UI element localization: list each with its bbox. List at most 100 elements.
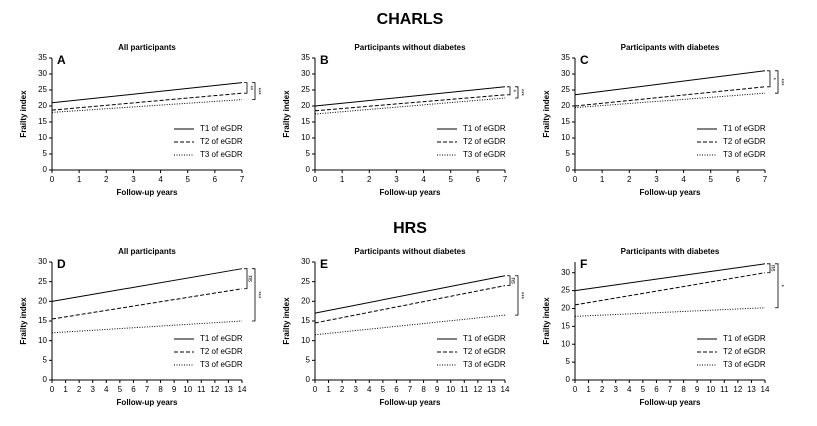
y-tick-label: 30: [301, 69, 310, 78]
y-axis-label: Frailty index: [542, 297, 551, 345]
x-tick-label: 1: [77, 175, 82, 184]
x-tick-label: 4: [627, 385, 632, 394]
x-tick-label: 9: [172, 385, 177, 394]
panel-label: A: [57, 53, 66, 67]
x-axis-label: Follow-up years: [380, 398, 441, 407]
series-line: [574, 86, 766, 107]
significance-bracket: [515, 275, 519, 316]
x-tick-label: 7: [503, 175, 508, 184]
y-tick-label: 5: [566, 149, 571, 158]
x-tick-label: 7: [763, 175, 768, 184]
y-tick-label: 25: [301, 85, 310, 94]
series-line: [51, 92, 243, 111]
y-tick-label: 25: [38, 277, 47, 286]
x-tick-label: 3: [613, 385, 618, 394]
y-tick-label: 20: [561, 101, 570, 110]
x-tick-label: 3: [654, 175, 659, 184]
significance-bracket: [515, 86, 519, 99]
series-line: [314, 314, 506, 336]
series-line: [314, 86, 506, 107]
x-tick-label: 7: [145, 385, 150, 394]
significance-bracket: [507, 275, 511, 286]
x-tick-label: 8: [421, 385, 426, 394]
y-tick-label: 5: [43, 149, 48, 158]
x-tick-label: 11: [460, 385, 469, 394]
chart-title: All participants: [118, 247, 176, 256]
y-tick-label: 25: [301, 277, 310, 286]
y-tick-label: 15: [38, 117, 47, 126]
x-tick-label: 6: [213, 175, 218, 184]
significance-bracket: [252, 268, 256, 322]
y-tick-label: 35: [561, 53, 570, 62]
y-tick-label: 25: [561, 85, 570, 94]
x-tick-label: 14: [761, 385, 770, 394]
x-axis-label: Follow-up years: [640, 398, 701, 407]
x-axis-label: Follow-up years: [380, 188, 441, 197]
x-tick-label: 14: [501, 385, 510, 394]
x-tick-label: 2: [600, 385, 605, 394]
panel-label: B: [320, 53, 329, 67]
y-tick-label: 0: [566, 375, 571, 384]
x-tick-label: 5: [118, 385, 123, 394]
x-axis-label: Follow-up years: [117, 398, 178, 407]
legend-label: T2 of eGDR: [200, 137, 243, 146]
legend-label: T1 of eGDR: [463, 124, 506, 133]
y-tick-label: 15: [38, 316, 47, 325]
x-tick-label: 9: [695, 385, 700, 394]
significance-label: ***: [517, 89, 523, 97]
y-tick-label: 5: [43, 355, 48, 364]
y-tick-label: 15: [301, 316, 310, 325]
x-tick-label: 5: [708, 175, 713, 184]
y-tick-label: 30: [38, 69, 47, 78]
series-line: [574, 263, 766, 292]
y-tick-label: 30: [561, 268, 570, 277]
x-tick-label: 2: [77, 385, 82, 394]
series-line: [51, 320, 243, 334]
legend-label: T3 of eGDR: [723, 360, 766, 369]
y-axis-label: Frailty index: [542, 90, 551, 138]
y-tick-label: 10: [301, 133, 310, 142]
section-title: CHARLS: [377, 11, 444, 28]
significance-bracket: [252, 82, 256, 100]
legend-label: T1 of eGDR: [463, 334, 506, 343]
significance-label: ns: [509, 278, 515, 284]
x-tick-label: 13: [747, 385, 756, 394]
legend-label: T2 of eGDR: [723, 347, 766, 356]
y-axis-label: Frailty index: [282, 297, 291, 345]
series-line: [314, 275, 506, 314]
significance-bracket: [244, 82, 248, 94]
series-line: [314, 285, 506, 324]
legend-label: T3 of eGDR: [200, 150, 243, 159]
series-line: [574, 92, 766, 109]
y-tick-label: 5: [306, 355, 311, 364]
legend-label: T2 of eGDR: [723, 137, 766, 146]
x-tick-label: 4: [367, 385, 372, 394]
x-tick-label: 0: [313, 385, 318, 394]
x-tick-label: 5: [448, 175, 453, 184]
series-line: [51, 288, 243, 320]
y-tick-label: 30: [38, 257, 47, 266]
y-tick-label: 25: [38, 85, 47, 94]
x-tick-label: 10: [706, 385, 715, 394]
x-tick-label: 12: [733, 385, 742, 394]
x-tick-label: 0: [573, 385, 578, 394]
x-tick-label: 2: [627, 175, 632, 184]
y-tick-label: 20: [38, 296, 47, 305]
y-tick-label: 20: [38, 101, 47, 110]
y-tick-label: 10: [301, 336, 310, 345]
y-tick-label: 0: [43, 375, 48, 384]
x-tick-label: 0: [50, 175, 55, 184]
x-tick-label: 12: [473, 385, 482, 394]
legend-label: T1 of eGDR: [723, 124, 766, 133]
chart-title: Participants with diabetes: [621, 247, 720, 256]
x-tick-label: 7: [408, 385, 413, 394]
y-tick-label: 35: [38, 53, 47, 62]
x-tick-label: 7: [668, 385, 673, 394]
x-tick-label: 14: [238, 385, 247, 394]
y-axis-label: Frailty index: [19, 90, 28, 138]
y-tick-label: 0: [306, 165, 311, 174]
legend-label: T3 of eGDR: [463, 150, 506, 159]
significance-label: ***: [777, 78, 783, 86]
y-tick-label: 30: [561, 69, 570, 78]
